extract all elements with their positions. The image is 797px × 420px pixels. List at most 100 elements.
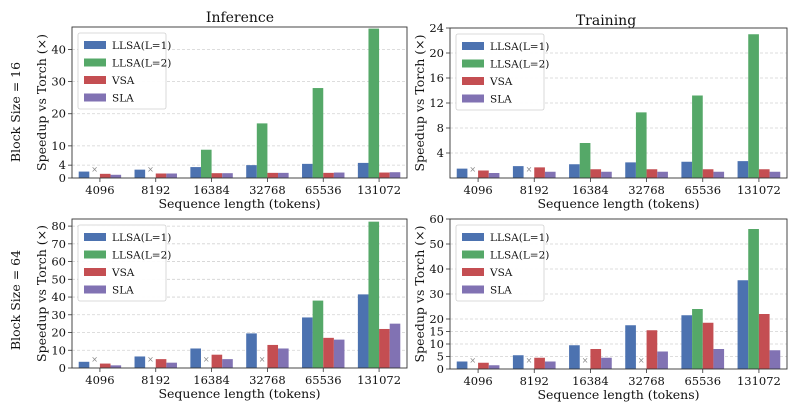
x-tick-label: 16384 (572, 183, 609, 197)
legend-label: LLSA(L=2) (112, 250, 171, 262)
bar (323, 337, 334, 368)
legend-label: VSA (111, 267, 135, 279)
legend-label: VSA (111, 75, 135, 87)
y-tick-label: 10 (51, 343, 66, 357)
bar (190, 348, 201, 368)
legend-label: SLA (112, 285, 134, 297)
bar (323, 172, 334, 178)
bar (312, 88, 324, 178)
col-title-training: Training (576, 13, 636, 29)
legend-swatch (462, 250, 484, 259)
legend-label: LLSA(L=1) (490, 41, 549, 53)
legend-box (455, 224, 545, 302)
bar (222, 359, 233, 368)
bar (99, 363, 111, 368)
x-tick-label: 16384 (193, 373, 230, 387)
plot-frame (71, 26, 408, 179)
panel-inference-bs64: 0 10 20 30 40 50 60 70 80 × 4096 × 8192 × 16384 × 32768 6… (34, 218, 408, 401)
x-axis-label: Sequence length (tokens) (158, 386, 320, 401)
bar (579, 143, 591, 178)
y-tick-label: 0 (59, 361, 66, 375)
bar (635, 112, 647, 178)
bar (646, 169, 658, 178)
legend-swatch (462, 94, 484, 103)
legend-swatch (84, 233, 106, 241)
y-axis-label: Speedup vs Torch (×) (34, 225, 49, 362)
legend-swatch (84, 41, 106, 49)
bar (134, 169, 146, 178)
bar (713, 349, 725, 369)
legend-label: LLSA(L=2) (490, 59, 549, 71)
legend-box (455, 33, 545, 111)
bar (590, 349, 602, 369)
missing-marker: × (526, 165, 533, 174)
plot-frame (449, 218, 788, 370)
missing-marker: × (469, 356, 476, 365)
legend-label: SLA (490, 94, 512, 106)
x-tick-label: 131072 (737, 183, 781, 197)
bar (657, 351, 668, 369)
bar (681, 161, 693, 178)
x-tick-label: 8192 (520, 183, 549, 197)
bar (590, 169, 602, 178)
bar (534, 357, 545, 369)
legend-label: SLA (112, 93, 134, 105)
bar (190, 167, 201, 178)
y-axis-label: Speedup vs Torch (×) (34, 34, 49, 171)
bar (99, 173, 111, 178)
y-tick-label: 20 (51, 326, 66, 340)
bar (512, 355, 524, 369)
legend-swatch (462, 285, 484, 294)
bar (512, 166, 524, 178)
bar (246, 165, 257, 178)
y-tick-label: 80 (51, 219, 66, 233)
bar (488, 173, 500, 178)
x-tick-label: 65536 (305, 373, 342, 387)
bar (357, 162, 369, 178)
y-tick-label: 40 (51, 290, 66, 304)
legend-swatch (462, 59, 484, 68)
bar (544, 361, 556, 369)
bar (478, 362, 489, 369)
legend-swatch (84, 76, 106, 84)
legend-label: SLA (490, 285, 512, 297)
x-tick-label: 16384 (193, 183, 230, 197)
missing-marker: × (638, 356, 645, 365)
bar (357, 294, 369, 368)
x-tick-label: 131072 (357, 373, 401, 387)
legend-label: LLSA(L=1) (112, 40, 171, 52)
legend-label: LLSA(L=1) (490, 232, 549, 244)
bar (681, 315, 693, 369)
missing-marker: × (91, 355, 98, 364)
bar (312, 300, 324, 368)
bar (211, 354, 223, 368)
y-tick-label: 60 (429, 212, 444, 226)
bar (302, 163, 313, 178)
y-tick-label: 10 (51, 139, 66, 153)
bar (368, 28, 380, 178)
x-tick-label: 8192 (520, 374, 549, 388)
y-tick-label: 10 (429, 337, 444, 351)
bar (569, 345, 580, 369)
legend-swatch (84, 58, 106, 67)
bar (692, 309, 703, 369)
x-tick-label: 16384 (572, 374, 609, 388)
bar (200, 149, 212, 178)
x-tick-label: 32768 (628, 183, 665, 197)
bar (211, 173, 223, 178)
bar (267, 344, 279, 368)
x-tick-label: 131072 (737, 374, 781, 388)
x-tick-label: 65536 (684, 183, 721, 197)
bar (692, 95, 703, 178)
bar (488, 365, 500, 369)
y-tick-label: 40 (429, 262, 444, 276)
bar (267, 172, 279, 178)
bar (246, 333, 257, 368)
y-tick-label: 5 (437, 350, 444, 364)
bar (646, 330, 658, 369)
y-tick-label: 40 (51, 42, 66, 56)
bar (748, 34, 759, 178)
plot-frame (71, 218, 408, 369)
x-tick-label: 4096 (463, 374, 492, 388)
